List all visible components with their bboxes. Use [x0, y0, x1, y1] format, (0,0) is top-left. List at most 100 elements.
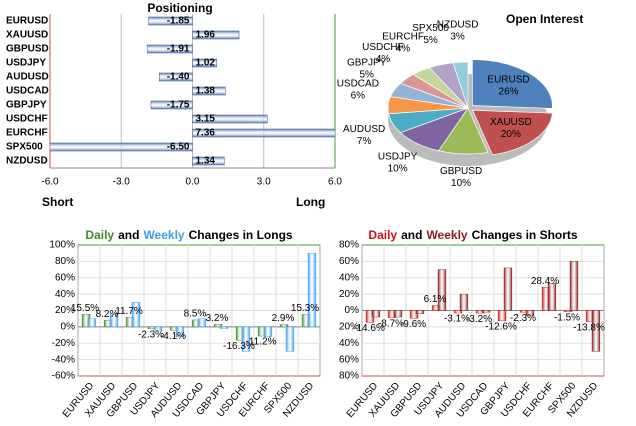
bar — [153, 326, 163, 331]
bar — [50, 142, 193, 152]
pie-slice — [452, 61, 469, 109]
bar — [192, 128, 335, 138]
title-series: Daily — [85, 228, 114, 242]
chart-title: Positioning — [147, 1, 212, 15]
bar — [146, 44, 193, 54]
chart-title: Daily and Weekly Changes in Shorts — [368, 228, 578, 242]
value-label: -6.50 — [167, 142, 190, 153]
category-label: USDCHF — [6, 114, 48, 125]
value-label: 28.4% — [531, 276, 559, 287]
slice-category: NZDUSD — [437, 19, 479, 30]
slice-category: AUDUSD — [343, 124, 385, 135]
y-tick-label: 80% — [339, 240, 359, 251]
value-label: 8.5% — [184, 309, 207, 320]
value-label: 1.02 — [196, 58, 216, 69]
title-text: and — [118, 228, 139, 242]
bar — [131, 302, 141, 328]
bar — [415, 310, 425, 314]
category-label: USDJPY — [6, 58, 46, 69]
title-series: Daily — [368, 228, 397, 242]
bar — [150, 100, 193, 110]
x-tick-label: 0.0 — [186, 177, 200, 188]
bar — [307, 252, 317, 328]
chart-title: Open Interest — [506, 12, 583, 26]
value-label: 2.9% — [272, 313, 295, 324]
y-tick-label: 100% — [49, 240, 75, 251]
bar — [241, 326, 251, 352]
title-text: Changes in Longs — [189, 228, 293, 242]
bar — [409, 310, 419, 319]
x-tick-label: -3.0 — [113, 177, 131, 188]
title-series: Weekly — [426, 228, 467, 242]
value-label: -11.2% — [246, 337, 277, 348]
x-tick-label: -6.0 — [41, 177, 59, 188]
y-tick-label: -60% — [52, 371, 75, 382]
slice-category: XAUUSD — [490, 117, 532, 128]
bar — [459, 293, 469, 311]
bar — [109, 314, 119, 328]
bar — [569, 261, 579, 311]
bar — [148, 16, 193, 26]
bar — [263, 326, 273, 337]
bar — [213, 324, 223, 328]
category-label: GBPJPY — [6, 100, 47, 111]
bar — [371, 310, 381, 318]
slice-category: GBPUSD — [440, 166, 482, 177]
value-label: 11.7% — [115, 306, 143, 317]
bar — [175, 326, 185, 337]
value-label: 3.15 — [196, 114, 216, 125]
y-tick-label: 60% — [339, 256, 359, 267]
slice-category: USDJPY — [378, 152, 418, 163]
value-label: -1.40 — [167, 72, 190, 83]
category-label: EURCHF — [6, 128, 48, 139]
category-label: NZDUSD — [6, 156, 48, 167]
bar — [393, 310, 403, 318]
bar — [563, 310, 573, 312]
pie-slice — [472, 59, 553, 109]
category-label: XAUUSD — [6, 30, 48, 41]
chart-title: Daily and Weekly Changes in Longs — [85, 228, 293, 242]
slice-category: SPX500 — [412, 23, 449, 34]
y-tick-label: 40% — [55, 289, 75, 300]
value-label: 1.38 — [196, 86, 216, 97]
bar — [279, 324, 289, 328]
value-label: -2.3% — [138, 329, 164, 340]
value-label: 1.96 — [196, 30, 216, 41]
bar — [192, 86, 226, 96]
bar — [219, 326, 229, 329]
y-tick-label: -40% — [52, 354, 75, 365]
y-tick-label: 40% — [339, 272, 359, 283]
value-label: 1.34 — [196, 156, 216, 167]
category-label: SPX500 — [6, 142, 43, 153]
slice-value: 4% — [396, 43, 411, 54]
x-tick-label: 3.0 — [257, 177, 271, 188]
value-label: -1.75 — [167, 100, 190, 111]
y-tick-label: -20% — [52, 338, 75, 349]
bar — [285, 326, 295, 352]
slice-value: 6% — [351, 91, 366, 102]
slice-value: 20% — [501, 129, 521, 140]
slice-category: EURUSD — [487, 75, 529, 86]
bar — [192, 156, 225, 166]
axis-label: Short — [42, 195, 73, 209]
value-label: -1.5% — [554, 312, 580, 323]
pie-slice — [472, 109, 553, 156]
value-label: -1.91 — [167, 44, 190, 55]
y-tick-label: 60% — [55, 272, 75, 283]
value-label: -16.3% — [223, 341, 255, 352]
slice-category: USDCHF — [362, 42, 404, 53]
slice-category: USDCAD — [337, 79, 379, 90]
slice-value: 26% — [499, 87, 519, 98]
value-label: -3.2% — [466, 314, 492, 325]
y-tick-label: 80% — [339, 371, 359, 382]
category-label: AUDUSD — [6, 72, 49, 83]
value-label: 7.36 — [196, 128, 216, 139]
value-label: 8.2% — [96, 309, 119, 320]
value-label: -2.3% — [510, 313, 536, 324]
category-label: GBPUSD — [6, 44, 49, 55]
y-tick-label: 80% — [55, 256, 75, 267]
slice-value: 7% — [357, 136, 372, 147]
y-tick-label: 20% — [55, 305, 75, 316]
axis-label: Long — [296, 195, 325, 209]
